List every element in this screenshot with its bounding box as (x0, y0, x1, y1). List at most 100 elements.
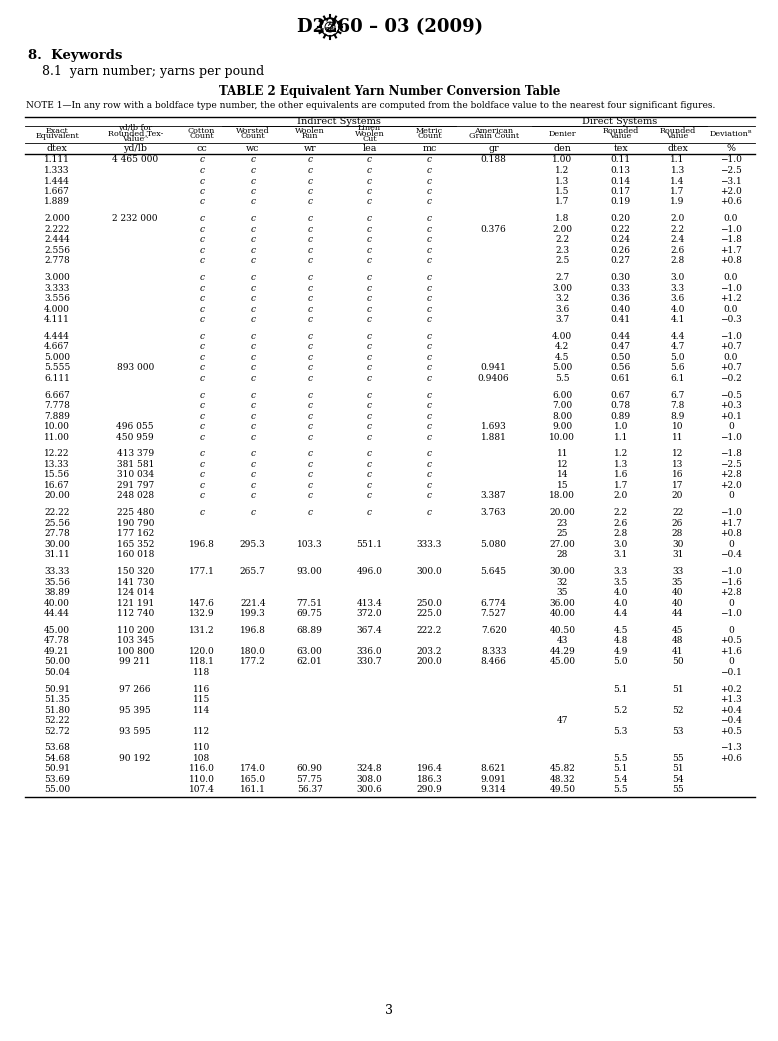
Text: c: c (427, 256, 432, 265)
Text: +1.6: +1.6 (720, 646, 742, 656)
Text: 132.9: 132.9 (189, 609, 215, 618)
Text: 5.000: 5.000 (44, 353, 70, 362)
Text: 55: 55 (671, 754, 684, 763)
Text: 3.2: 3.2 (555, 295, 569, 303)
Text: c: c (307, 214, 312, 224)
Text: 40.00: 40.00 (44, 599, 70, 608)
Text: Cotton: Cotton (188, 127, 216, 134)
Text: c: c (367, 155, 372, 164)
Text: 6.1: 6.1 (671, 374, 685, 383)
Text: 0: 0 (728, 599, 734, 608)
Text: c: c (199, 363, 204, 373)
Text: c: c (251, 295, 255, 303)
Text: c: c (307, 363, 312, 373)
Text: c: c (251, 332, 255, 340)
Text: 2.556: 2.556 (44, 246, 70, 255)
Text: 1.5: 1.5 (555, 187, 569, 196)
Text: c: c (307, 401, 312, 410)
Text: 8.  Keywords: 8. Keywords (28, 50, 122, 62)
Text: 5.4: 5.4 (613, 775, 628, 784)
Text: c: c (367, 481, 372, 490)
Text: 7.778: 7.778 (44, 401, 70, 410)
Text: c: c (427, 481, 432, 490)
Text: c: c (251, 283, 255, 293)
Text: 0.188: 0.188 (481, 155, 506, 164)
Text: +0.7: +0.7 (720, 363, 742, 373)
Text: c: c (307, 198, 312, 206)
Text: −1.6: −1.6 (720, 578, 742, 586)
Text: 1.889: 1.889 (44, 198, 70, 206)
Text: c: c (251, 177, 255, 185)
Text: 5.5: 5.5 (555, 374, 569, 383)
Text: 9.091: 9.091 (481, 775, 506, 784)
Text: 3.333: 3.333 (44, 283, 70, 293)
Text: 196.8: 196.8 (189, 540, 215, 549)
Text: 11: 11 (556, 450, 568, 458)
Text: 1.0: 1.0 (614, 423, 628, 431)
Text: c: c (251, 508, 255, 517)
Text: 17: 17 (672, 481, 683, 490)
Text: c: c (199, 273, 204, 282)
Text: c: c (307, 273, 312, 282)
Text: c: c (427, 283, 432, 293)
Text: c: c (427, 315, 432, 324)
Text: c: c (199, 423, 204, 431)
Text: c: c (427, 235, 432, 245)
Text: −2.5: −2.5 (720, 166, 742, 175)
Text: 4.7: 4.7 (671, 342, 685, 352)
Text: 99 211: 99 211 (120, 658, 151, 666)
Text: 4.9: 4.9 (614, 646, 628, 656)
Text: c: c (367, 246, 372, 255)
Text: c: c (199, 256, 204, 265)
Text: c: c (427, 225, 432, 234)
Text: c: c (251, 460, 255, 469)
Text: c: c (199, 177, 204, 185)
Text: c: c (251, 363, 255, 373)
Text: 1.9: 1.9 (671, 198, 685, 206)
Text: c: c (307, 177, 312, 185)
Text: 2.0: 2.0 (671, 214, 685, 224)
Text: c: c (251, 471, 255, 480)
Text: 115: 115 (193, 695, 210, 704)
Text: 54.68: 54.68 (44, 754, 70, 763)
Text: 120.0: 120.0 (189, 646, 215, 656)
Text: c: c (367, 374, 372, 383)
Text: 55: 55 (671, 786, 684, 794)
Text: 95 395: 95 395 (119, 706, 151, 715)
Text: +0.8: +0.8 (720, 529, 742, 538)
Text: 5.1: 5.1 (613, 685, 628, 693)
Text: c: c (427, 198, 432, 206)
Text: 103.3: 103.3 (297, 540, 323, 549)
Text: 0.41: 0.41 (611, 315, 631, 324)
Text: c: c (199, 460, 204, 469)
Text: 0.33: 0.33 (611, 283, 631, 293)
Text: 7.00: 7.00 (552, 401, 573, 410)
Text: 3.387: 3.387 (481, 491, 506, 501)
Text: +1.7: +1.7 (720, 518, 742, 528)
Text: c: c (199, 471, 204, 480)
Text: 6.774: 6.774 (481, 599, 506, 608)
Text: 5.3: 5.3 (614, 727, 628, 736)
Text: c: c (367, 433, 372, 441)
Text: 2.8: 2.8 (671, 256, 685, 265)
Text: c: c (251, 155, 255, 164)
Text: 20: 20 (672, 491, 683, 501)
Text: c: c (427, 374, 432, 383)
Text: 2.5: 2.5 (555, 256, 569, 265)
Text: 15: 15 (556, 481, 568, 490)
Text: 8.00: 8.00 (552, 411, 573, 421)
Text: c: c (427, 363, 432, 373)
Text: 0.19: 0.19 (611, 198, 631, 206)
Text: 15.56: 15.56 (44, 471, 70, 480)
Text: 45.00: 45.00 (44, 626, 70, 635)
Text: 93 595: 93 595 (119, 727, 151, 736)
Text: 4.1: 4.1 (671, 315, 685, 324)
Text: Rounded: Rounded (602, 127, 639, 134)
Text: c: c (367, 508, 372, 517)
Text: 186.3: 186.3 (416, 775, 443, 784)
Text: c: c (251, 273, 255, 282)
Text: 6.00: 6.00 (552, 390, 573, 400)
Text: 12: 12 (556, 460, 568, 469)
Text: 2.000: 2.000 (44, 214, 70, 224)
Text: c: c (427, 332, 432, 340)
